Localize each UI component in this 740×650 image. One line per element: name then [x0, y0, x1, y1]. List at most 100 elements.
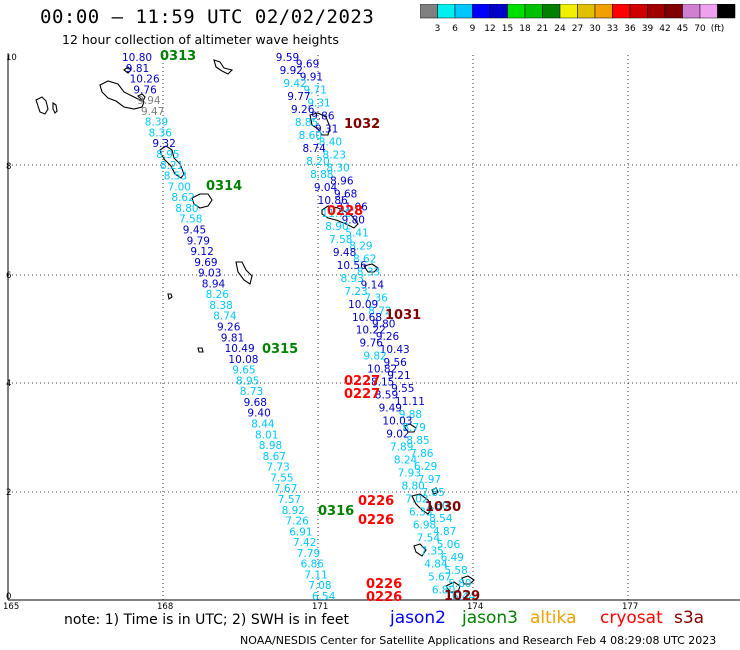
time-label: 0315: [262, 342, 298, 357]
wave-height-value: 10.26: [130, 74, 160, 86]
wave-height-value: 8.23: [323, 149, 346, 161]
grid-lines: [8, 55, 740, 600]
wave-height-value: 10.68: [352, 312, 382, 324]
x-tick-label: 171: [312, 602, 329, 612]
note-text: note: 1) Time is in UTC; 2) SWH is in fe…: [64, 612, 350, 628]
wave-height-value: 7.26: [285, 516, 309, 528]
wave-height-value: 5.58: [444, 565, 467, 577]
wave-height-value: 5.41: [345, 227, 368, 239]
island-outline: [99, 80, 145, 110]
wave-height-value: 9.82: [363, 351, 386, 363]
wave-height-value: 8.92: [282, 505, 305, 517]
x-tick-label: 174: [467, 602, 484, 612]
time-label: 0316: [318, 504, 354, 519]
wave-height-value: 8.29: [349, 240, 372, 252]
wave-height-value: 7.97: [418, 474, 441, 486]
wave-height-value: 8.21: [160, 160, 183, 172]
wave-height-value: 9.65: [232, 365, 255, 377]
wave-height-value: 9.56: [383, 357, 407, 369]
wave-height-value: 8.74: [302, 143, 326, 155]
wave-height-value: 7.58: [179, 214, 202, 226]
wave-height-value: 8.26: [206, 289, 230, 301]
wave-height-value: 9.47: [141, 106, 164, 118]
wave-height-value: 8.90: [325, 221, 348, 233]
time-label: 1032: [344, 117, 380, 132]
wave-height-value: 9.92: [280, 65, 303, 77]
island-outline: [35, 96, 49, 115]
altimeter-map: 10.809.8110.269.769.949.478.398.369.328.…: [7, 49, 740, 605]
wave-height-value: 11.78: [321, 208, 351, 220]
colorbar-label: 30: [589, 24, 601, 32]
islands: [35, 59, 475, 593]
time-label: 0226: [366, 577, 402, 592]
island-outline: [445, 581, 461, 593]
colorbar-label: (ft): [711, 24, 725, 32]
wave-height-value: 8.80: [401, 481, 424, 493]
wave-height-colorbar: 3 6 9 12 15 18 21 24 27 30 33 36 39 42 45 70 (ft): [420, 4, 736, 32]
wave-height-value: 8.38: [209, 300, 232, 312]
time-label: 0313: [160, 49, 196, 64]
y-tick-label: 2: [6, 488, 12, 498]
wave-height-value: 11.11: [395, 396, 425, 408]
wave-height-value: 8.88: [310, 169, 333, 181]
wave-height-value: 7.55: [270, 472, 293, 484]
x-tick-label: 168: [157, 602, 174, 612]
wave-height-value: 4.84: [424, 559, 448, 571]
wave-height-value: 8.94: [202, 278, 226, 290]
colorbar-label: 70: [694, 24, 706, 32]
wave-height-value: 7.02: [405, 494, 428, 506]
wave-height-value: 9.94: [137, 95, 161, 107]
wave-height-value: 7.00: [168, 181, 191, 193]
wave-height-value: 8.79: [403, 422, 426, 434]
y-tick-label: 6: [6, 271, 12, 281]
x-tick-label: 177: [622, 602, 639, 612]
y-tick-label: 0: [6, 592, 12, 602]
time-label: 0227: [344, 387, 380, 402]
chart-title: 00:00 – 11:59 UTC 02/02/2023: [40, 6, 375, 28]
wave-height-value: 10.49: [225, 343, 255, 355]
wave-height-value: 9.48: [333, 247, 356, 259]
time-label: 1029: [444, 589, 480, 604]
wave-height-value: 8.20: [306, 156, 329, 168]
wave-height-value: 9.68: [334, 188, 357, 200]
wave-height-value: 5.06: [437, 539, 461, 551]
wave-height-value: 9.14: [361, 279, 385, 291]
wave-height-value: 8.96: [330, 175, 354, 187]
wave-height-value: 8.62: [171, 192, 194, 204]
wave-height-value: 9.59: [276, 52, 299, 64]
wave-height-value: 9.81: [126, 63, 149, 75]
wave-height-value: 8.15: [371, 377, 394, 389]
map-frame: [7, 54, 740, 601]
wave-height-value: 8.30: [326, 162, 349, 174]
wave-height-value: 9.76: [360, 338, 384, 350]
wave-height-value: 7.85: [422, 487, 445, 499]
wave-height-value: 9.26: [217, 322, 241, 334]
wave-height-value: 11.06: [338, 201, 368, 213]
wave-height-value: 8.62: [353, 253, 376, 265]
wave-height-value: 8.85: [406, 435, 429, 447]
wave-height-value: 8.33: [357, 266, 380, 278]
colorbar-label: 36: [624, 24, 636, 32]
island-outline: [213, 59, 234, 75]
wave-height-value: 10.56: [337, 260, 367, 272]
colorbar-label: 21: [537, 24, 548, 32]
time-label: 0226: [366, 590, 402, 605]
time-label: 1031: [385, 308, 421, 323]
wave-height-value: 9.49: [379, 403, 402, 415]
wave-height-value: 9.71: [304, 84, 327, 96]
wave-height-value: 9.02: [386, 429, 409, 441]
colorbar-label: 42: [659, 24, 670, 32]
wave-height-value: 5.67: [428, 572, 451, 584]
chart-subtitle: 12 hour collection of altimeter wave hei…: [62, 32, 339, 47]
wave-height-value: 6.49: [441, 552, 464, 564]
wave-height-value: 9.69: [194, 257, 217, 269]
time-label: 1030: [425, 500, 461, 515]
wave-height-value: 9.88: [399, 409, 422, 421]
y-tick-label: 8: [6, 162, 12, 172]
wave-height-value: 9.32: [152, 138, 175, 150]
island-outline: [321, 205, 359, 229]
wave-height-value: 9.55: [391, 383, 414, 395]
wave-height-value: 9.80: [342, 214, 365, 226]
time-label: 0226: [358, 494, 394, 509]
wave-height-value: 5.80: [448, 578, 471, 590]
